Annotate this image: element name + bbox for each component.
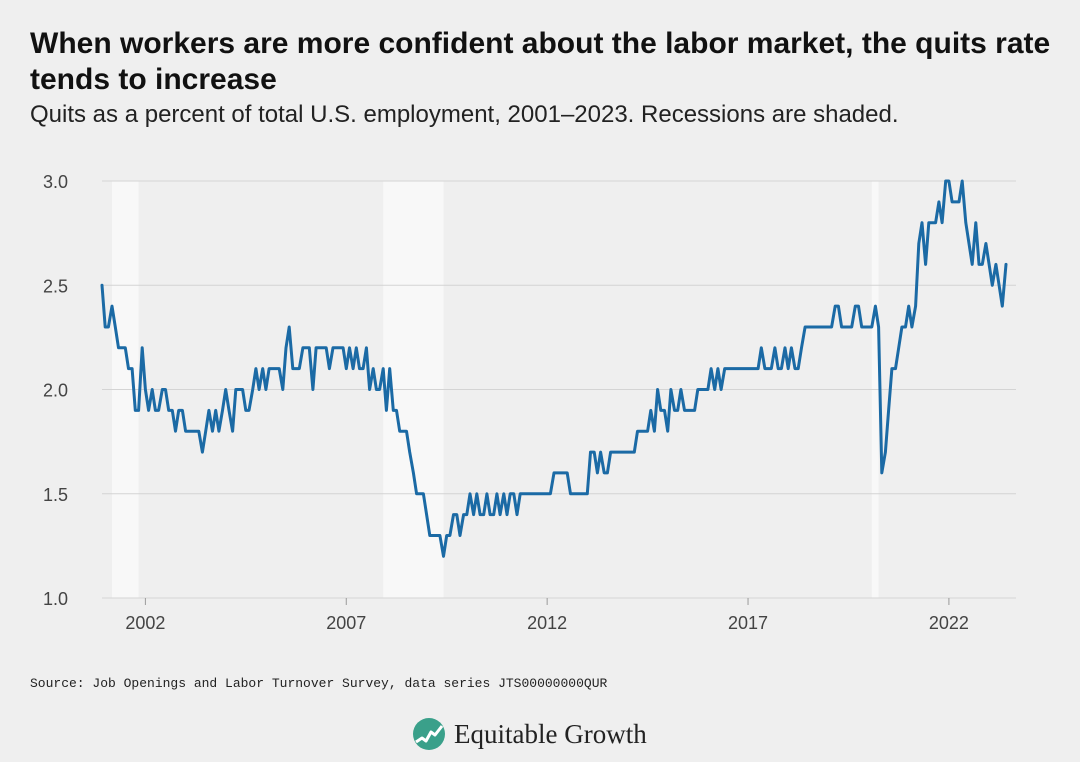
gridlines <box>102 180 1016 599</box>
brand-name: Equitable Growth <box>454 718 647 749</box>
equitable-growth-logo[interactable]: Equitable Growth <box>412 714 647 754</box>
series <box>100 179 1008 558</box>
y-tick-label: 2.5 <box>43 276 68 296</box>
y-tick-label: 3.0 <box>43 172 68 192</box>
x-tick-label: 2007 <box>326 613 366 633</box>
x-tick-label: 2002 <box>125 613 165 633</box>
y-tick-label: 2.0 <box>43 381 68 401</box>
growth-leaf-icon <box>413 718 445 750</box>
source-note: Source: Job Openings and Labor Turnover … <box>30 676 608 691</box>
quits-rate-series-line <box>100 179 1008 558</box>
y-tick-label: 1.5 <box>43 485 68 505</box>
chart-title: When workers are more confident about th… <box>30 27 1051 96</box>
x-tick-label: 2022 <box>929 613 969 633</box>
y-tick-label: 1.0 <box>43 589 68 609</box>
y-axis: 1.0 1.5 2.0 2.5 3.0 <box>43 172 68 609</box>
chart-subtitle: Quits as a percent of total U.S. employm… <box>30 101 899 128</box>
x-tick-label: 2017 <box>728 613 768 633</box>
x-tick-label: 2012 <box>527 613 567 633</box>
quits-rate-line-chart: 1.0 1.5 2.0 2.5 3.0 2002 2007 2012 2017 2022 <box>43 172 1016 633</box>
x-axis: 2002 2007 2012 2017 2022 <box>125 598 969 633</box>
